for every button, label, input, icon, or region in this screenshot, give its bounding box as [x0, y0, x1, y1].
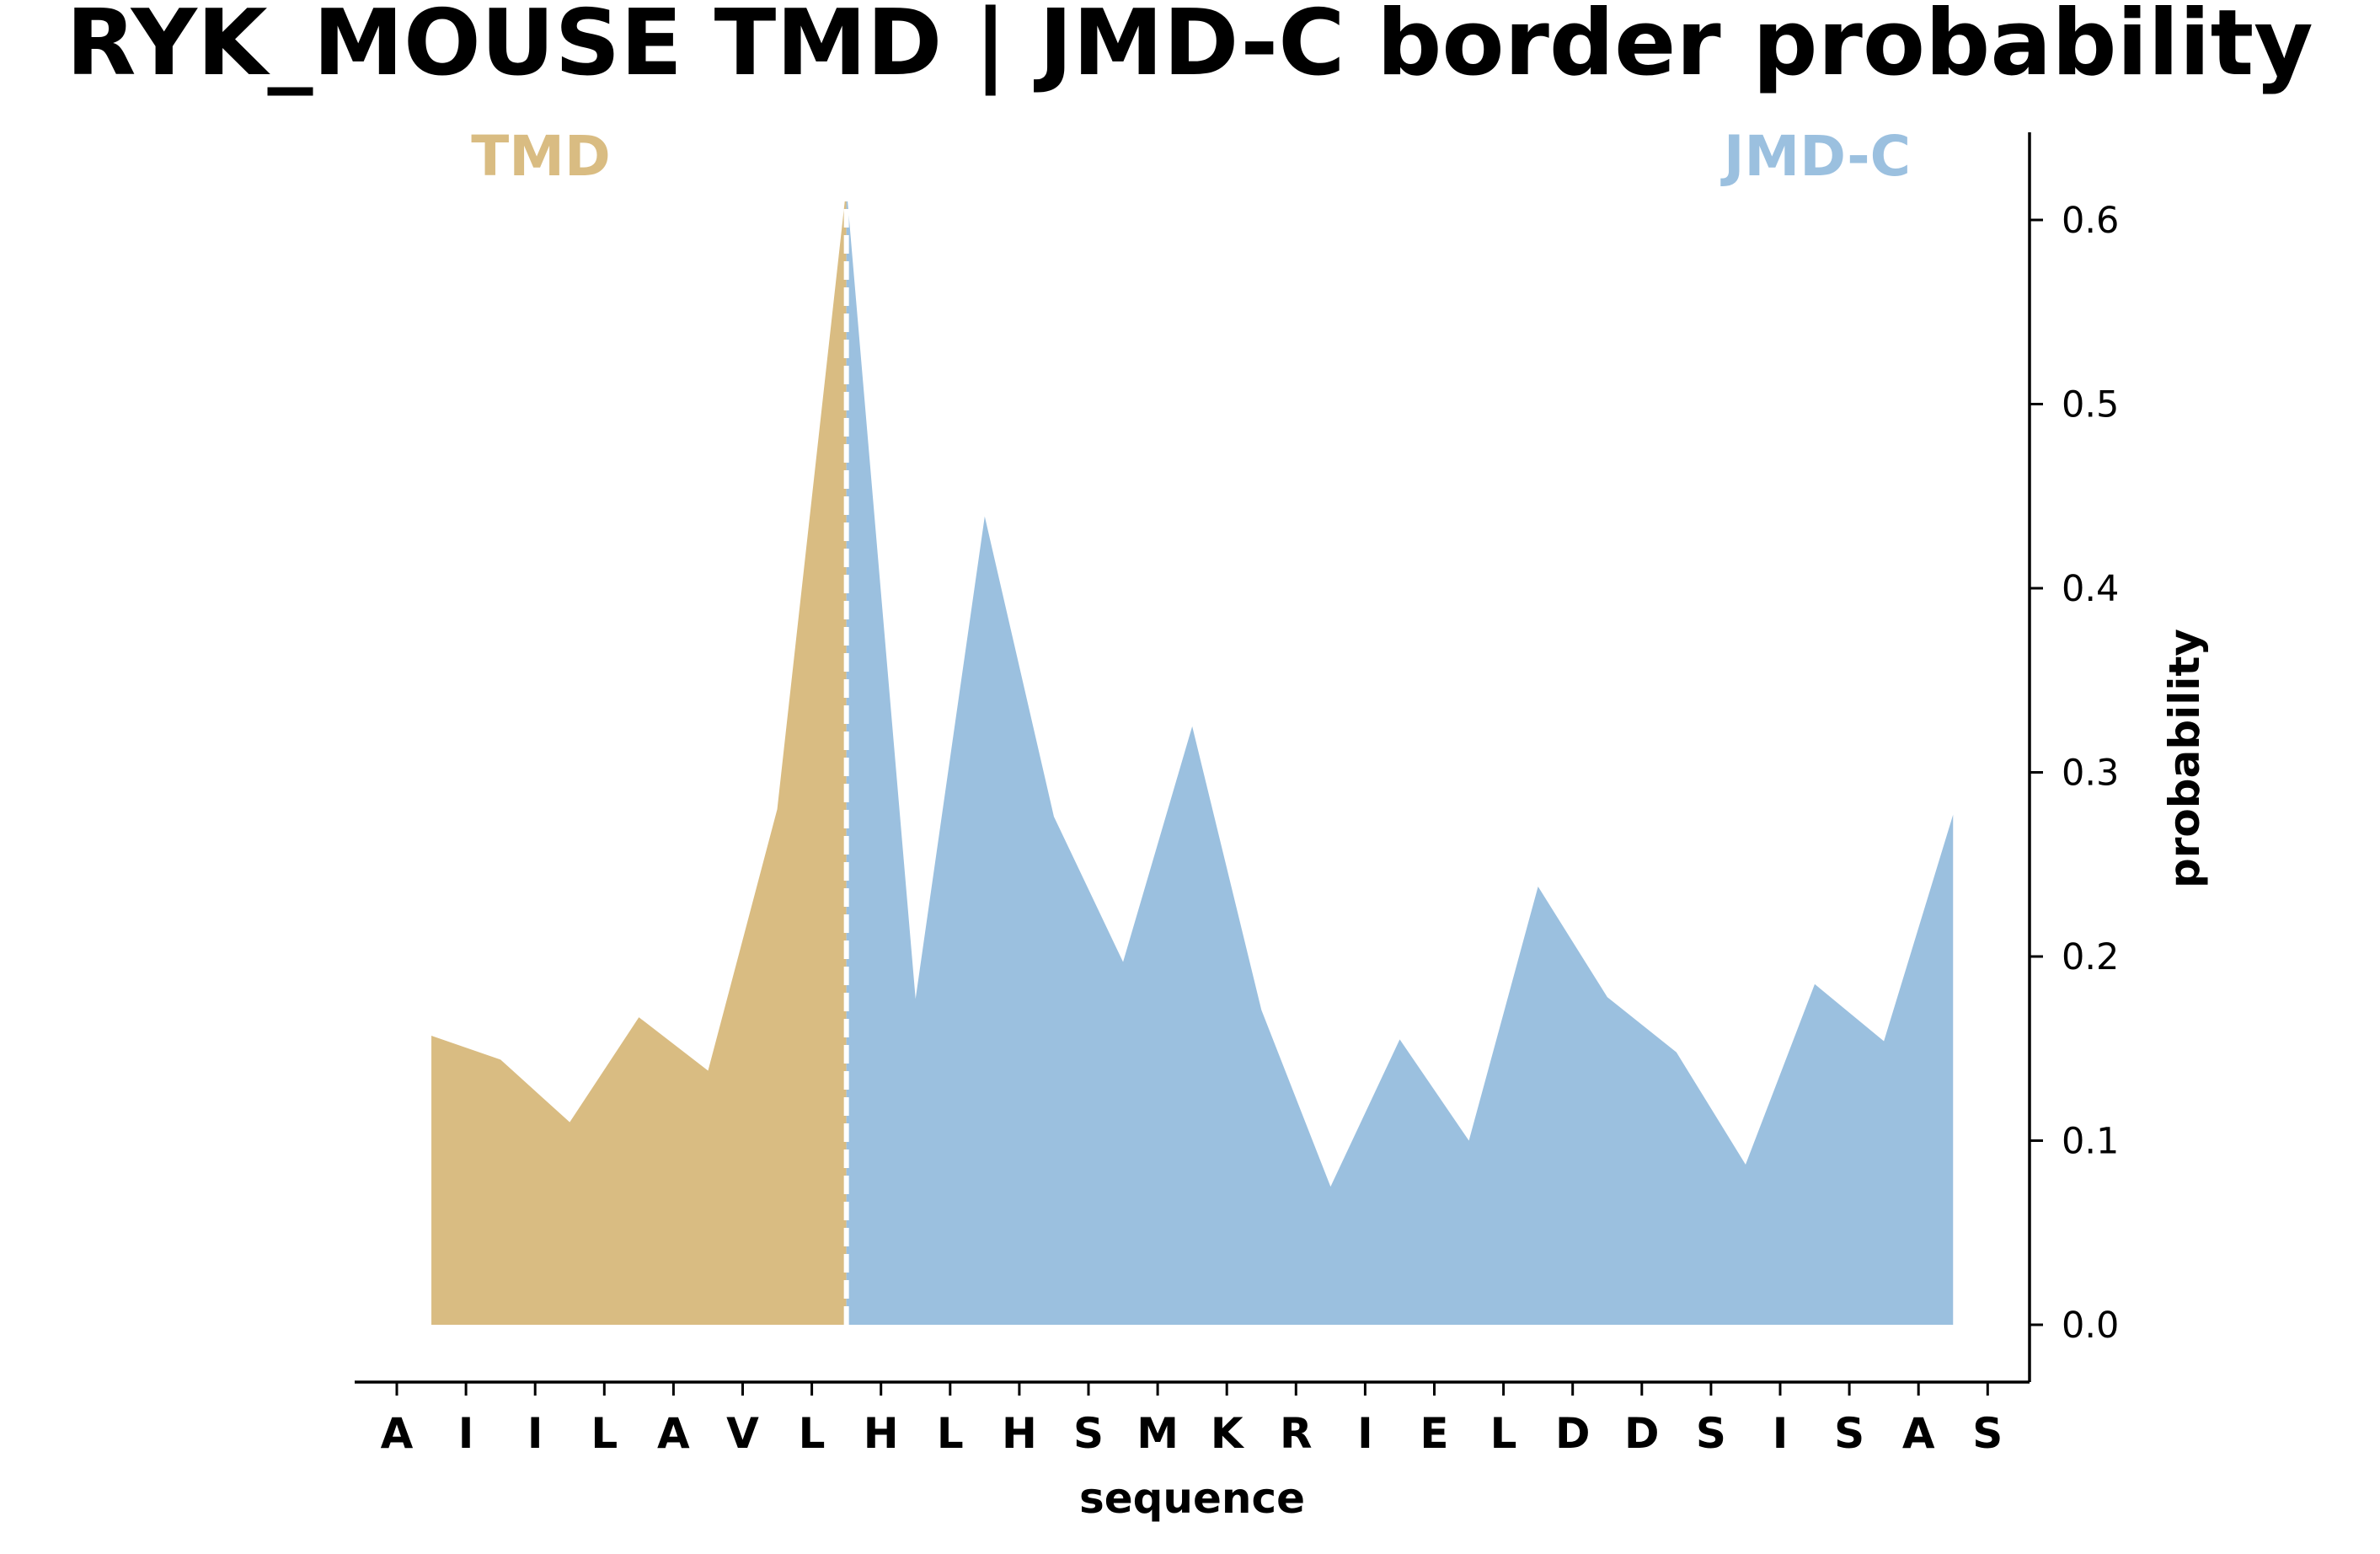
x-tick-label: A — [1902, 1409, 1935, 1458]
y-tick-label: 0.5 — [2062, 384, 2119, 426]
y-tick-label: 0.0 — [2062, 1305, 2119, 1347]
x-tick-label: A — [381, 1409, 414, 1458]
chart-title: RYK_MOUSE TMD | JMD-C border probability — [66, 0, 2313, 96]
x-axis-label: sequence — [1079, 1474, 1305, 1523]
area-tmd — [431, 186, 847, 1325]
y-tick-label: 0.1 — [2062, 1121, 2119, 1163]
x-tick-label: H — [864, 1409, 899, 1458]
x-tick-label: S — [1073, 1409, 1104, 1458]
x-tick-label: I — [527, 1409, 543, 1458]
y-ticks: 0.0 0.1 0.2 0.3 0.4 0.5 0.6 — [2030, 200, 2119, 1347]
x-tick-label: L — [1490, 1409, 1517, 1458]
y-axis-label: probability — [2160, 629, 2209, 888]
x-tick-label: H — [1002, 1409, 1037, 1458]
x-tick-label: R — [1280, 1409, 1313, 1458]
y-axis: 0.0 0.1 0.2 0.3 0.4 0.5 0.6 — [2028, 132, 2119, 1382]
region-label-tmd: TMD — [471, 124, 610, 189]
x-tick-label: M — [1137, 1409, 1179, 1458]
y-tick-label: 0.4 — [2062, 568, 2119, 610]
x-tick-label: L — [937, 1409, 964, 1458]
region-label-jmd-c: JMD-C — [1720, 124, 1911, 189]
y-tick-label: 0.6 — [2062, 200, 2119, 242]
x-tick-label: L — [591, 1409, 618, 1458]
y-tick-label: 0.2 — [2062, 936, 2119, 978]
x-tick-label: I — [1357, 1409, 1373, 1458]
area-series-group — [431, 186, 1954, 1325]
area-jmd-c — [846, 186, 1954, 1325]
x-tick-label: S — [1972, 1409, 2003, 1458]
x-tick-label: K — [1211, 1409, 1245, 1458]
x-tick-label: L — [799, 1409, 826, 1458]
x-tick-label: S — [1834, 1409, 1864, 1458]
y-tick-label: 0.3 — [2062, 753, 2119, 795]
x-tick-label: I — [1773, 1409, 1789, 1458]
x-tick-label: E — [1420, 1409, 1448, 1458]
x-tick-label: A — [657, 1409, 690, 1458]
x-tick-label: D — [1624, 1409, 1660, 1458]
x-tick-label: I — [458, 1409, 474, 1458]
x-tick-label: S — [1696, 1409, 1726, 1458]
x-tick-label: D — [1555, 1409, 1591, 1458]
x-tick-label: V — [726, 1409, 759, 1458]
